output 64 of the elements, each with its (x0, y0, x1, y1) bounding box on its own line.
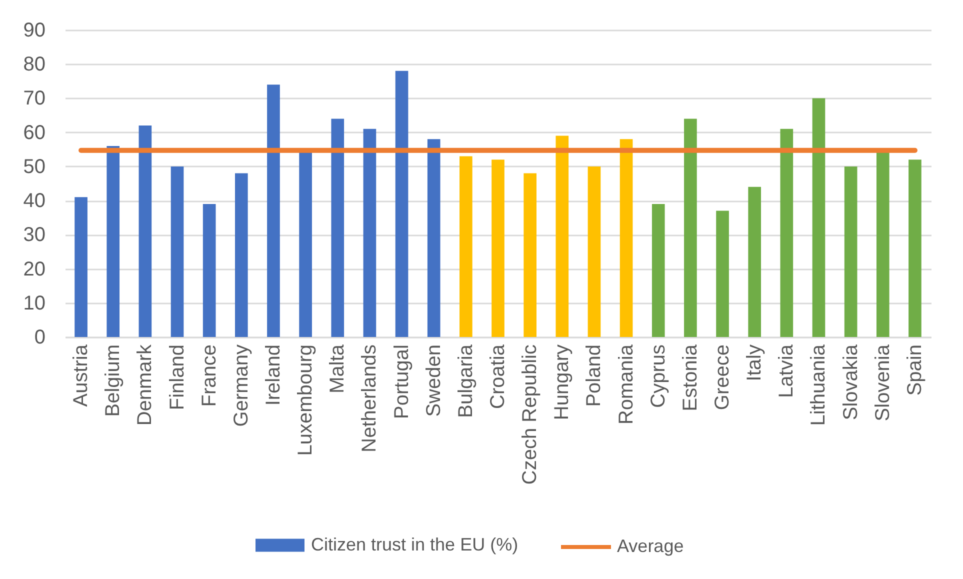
x-tick-label: Sweden (422, 344, 445, 417)
bar (492, 160, 504, 337)
x-tick-label: Italy (744, 344, 766, 382)
x-tick-label: Netherlands (358, 344, 381, 452)
x-tick-label: Denmark (134, 344, 156, 426)
x-tick-label: Spain (904, 344, 926, 396)
y-tick-label: 60 (23, 122, 46, 144)
legend-label: Average (617, 536, 684, 556)
bar (460, 156, 472, 337)
bar (812, 98, 826, 337)
x-tick-label: Romania (615, 344, 638, 425)
bar (106, 146, 120, 337)
y-tick-label: 90 (23, 20, 46, 42)
y-tick-label: 0 (34, 326, 46, 348)
bar (427, 139, 440, 337)
bar (524, 173, 536, 337)
x-tick-label: Czech Republic (519, 344, 542, 485)
bar (908, 160, 922, 337)
bar (234, 173, 248, 337)
y-tick-label: 80 (23, 54, 46, 76)
bar (748, 186, 762, 337)
bar (844, 166, 858, 337)
bar (780, 128, 794, 337)
x-tick-label: Cyprus (647, 344, 670, 408)
bar (138, 126, 152, 337)
y-tick-label: 70 (23, 88, 46, 110)
bar (652, 204, 665, 337)
bar (684, 118, 697, 337)
x-tick-label: Finland (166, 344, 188, 410)
x-tick-label: Luxembourg (294, 344, 317, 456)
x-tick-label: Lithuania (808, 344, 830, 426)
bar (716, 210, 729, 337)
x-tick-label: Slovakia (840, 344, 862, 420)
x-tick-label: Hungary (551, 344, 574, 420)
bar (620, 139, 633, 337)
x-tick-label: Croatia (487, 344, 509, 409)
y-tick-label: 30 (23, 224, 46, 246)
x-tick-label: Estonia (679, 344, 702, 412)
y-tick-label: 40 (23, 190, 46, 212)
x-tick-label: Bulgaria (454, 344, 477, 418)
bar (170, 166, 184, 337)
x-tick-label: Greece (712, 344, 734, 410)
bar (74, 197, 88, 337)
bar (395, 70, 408, 337)
bar (556, 136, 569, 337)
legend-label: Citizen trust in the EU (%) (311, 534, 518, 554)
y-tick-label: 20 (23, 258, 46, 280)
y-tick-label: 50 (23, 156, 46, 178)
x-tick-label: Slovenia (872, 344, 894, 422)
x-tick-label: France (198, 344, 220, 407)
bar (202, 204, 216, 337)
bar (363, 128, 376, 337)
bar (331, 118, 344, 337)
bar (588, 166, 601, 337)
x-tick-label: Latvia (776, 344, 798, 398)
x-tick-label: Austria (70, 344, 92, 407)
y-tick-label: 10 (23, 292, 46, 314)
x-tick-label: Portugal (390, 344, 413, 419)
x-tick-label: Poland (583, 344, 606, 407)
bar (267, 84, 280, 337)
x-tick-label: Ireland (262, 344, 284, 406)
x-tick-label: Malta (326, 344, 349, 394)
x-tick-label: Germany (230, 344, 252, 427)
x-tick-label: Belgium (102, 344, 124, 417)
